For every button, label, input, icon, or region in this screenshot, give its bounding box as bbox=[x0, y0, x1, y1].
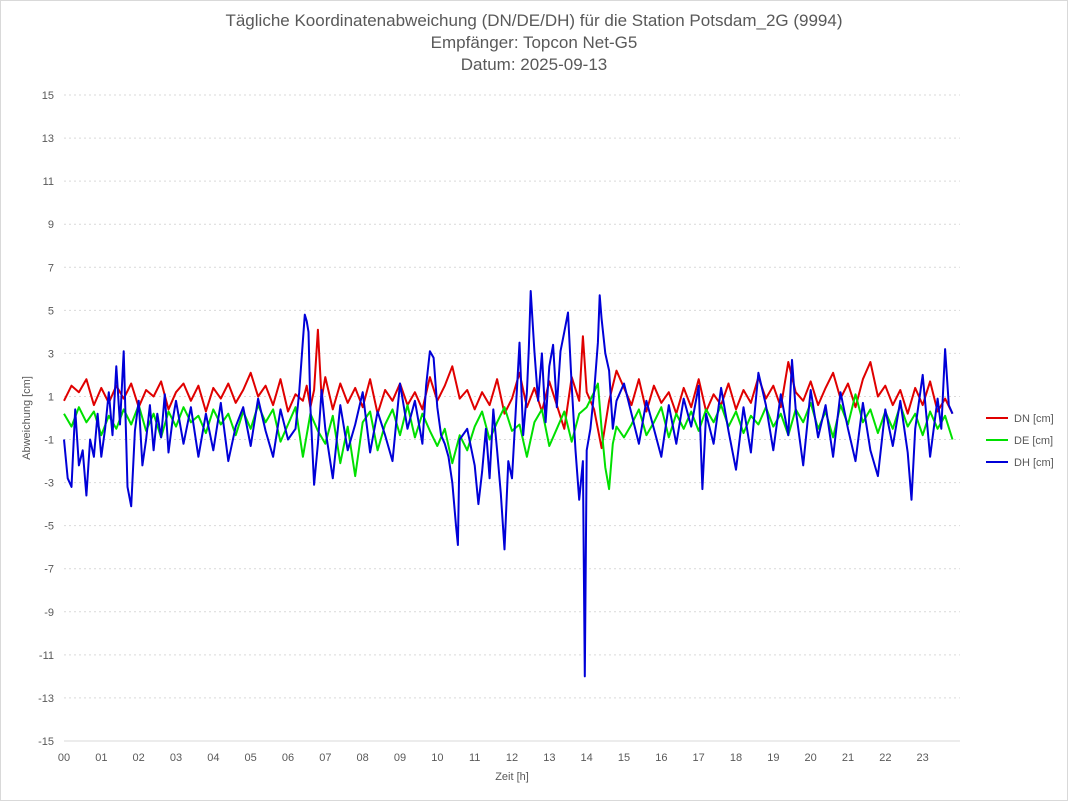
series-line-dh bbox=[63, 290, 954, 678]
x-tick-label: 18 bbox=[730, 752, 742, 764]
x-tick-label: 19 bbox=[767, 752, 779, 764]
x-tick-label: 20 bbox=[805, 752, 817, 764]
x-tick-label: 14 bbox=[581, 752, 593, 764]
y-tick-label: 11 bbox=[43, 176, 54, 188]
y-tick-label: 9 bbox=[48, 219, 54, 231]
y-tick-label: 1 bbox=[48, 391, 54, 403]
legend-label: DE [cm] bbox=[1014, 435, 1053, 447]
chart-subtitle-date: Datum: 2025-09-13 bbox=[460, 55, 608, 74]
x-tick-label: 23 bbox=[917, 752, 929, 764]
y-tick-label: -13 bbox=[38, 693, 54, 705]
legend-label: DN [cm] bbox=[1014, 413, 1054, 425]
x-tick-label: 02 bbox=[133, 752, 145, 764]
legend-label: DH [cm] bbox=[1014, 457, 1054, 469]
x-tick-label: 13 bbox=[543, 752, 555, 764]
x-tick-label: 04 bbox=[207, 752, 219, 764]
x-tick-label: 01 bbox=[95, 752, 107, 764]
chart-subtitle-receiver: Empfänger: Topcon Net-G5 bbox=[430, 33, 638, 52]
x-tick-label: 03 bbox=[170, 752, 182, 764]
y-tick-label: 7 bbox=[48, 262, 54, 274]
x-tick-label: 05 bbox=[245, 752, 257, 764]
series-group bbox=[63, 290, 954, 678]
y-tick-label: -15 bbox=[38, 736, 54, 748]
series-line-dn bbox=[63, 328, 954, 450]
legend: DN [cm] DE [cm] DH [cm] bbox=[986, 413, 1054, 469]
x-tick-label: 09 bbox=[394, 752, 406, 764]
x-tick-label: 17 bbox=[693, 752, 705, 764]
x-tick-label: 08 bbox=[357, 752, 369, 764]
y-tick-label: -1 bbox=[44, 435, 54, 447]
x-tick-label: 22 bbox=[879, 752, 891, 764]
x-axis-label: Zeit [h] bbox=[495, 771, 529, 783]
x-tick-label: 00 bbox=[58, 752, 70, 764]
y-tick-label: -3 bbox=[44, 478, 54, 490]
x-tick-label: 16 bbox=[655, 752, 667, 764]
x-tick-label: 11 bbox=[469, 752, 480, 764]
y-axis-label: Abweichung [cm] bbox=[21, 376, 33, 460]
y-tick-label: 5 bbox=[48, 305, 54, 317]
y-tick-label: 3 bbox=[48, 348, 54, 360]
series-line-de bbox=[63, 382, 954, 491]
x-tick-label: 21 bbox=[842, 752, 854, 764]
chart-titles: Tägliche Koordinatenabweichung (DN/DE/DH… bbox=[0, 10, 1068, 76]
x-tick-label: 15 bbox=[618, 752, 630, 764]
chart-title: Tägliche Koordinatenabweichung (DN/DE/DH… bbox=[225, 11, 843, 30]
x-axis-ticks: 00 01 02 03 04 05 06 07 08 09 10 11 12 13 14 15 16 17 18 19… bbox=[58, 752, 929, 764]
x-tick-label: 12 bbox=[506, 752, 518, 764]
y-tick-label: -7 bbox=[44, 564, 54, 576]
y-tick-label: 13 bbox=[42, 133, 54, 145]
x-tick-label: 07 bbox=[319, 752, 331, 764]
y-axis-ticks: 15 13 11 9 7 5 3 1 -1 -3 -5 -7 -9 -11 -13 -15 bbox=[38, 90, 54, 748]
x-tick-label: 10 bbox=[431, 752, 443, 764]
y-tick-label: -11 bbox=[39, 650, 54, 662]
y-tick-label: -9 bbox=[44, 607, 54, 619]
x-tick-label: 06 bbox=[282, 752, 294, 764]
y-tick-label: -5 bbox=[44, 521, 54, 533]
y-tick-label: 15 bbox=[42, 90, 54, 102]
